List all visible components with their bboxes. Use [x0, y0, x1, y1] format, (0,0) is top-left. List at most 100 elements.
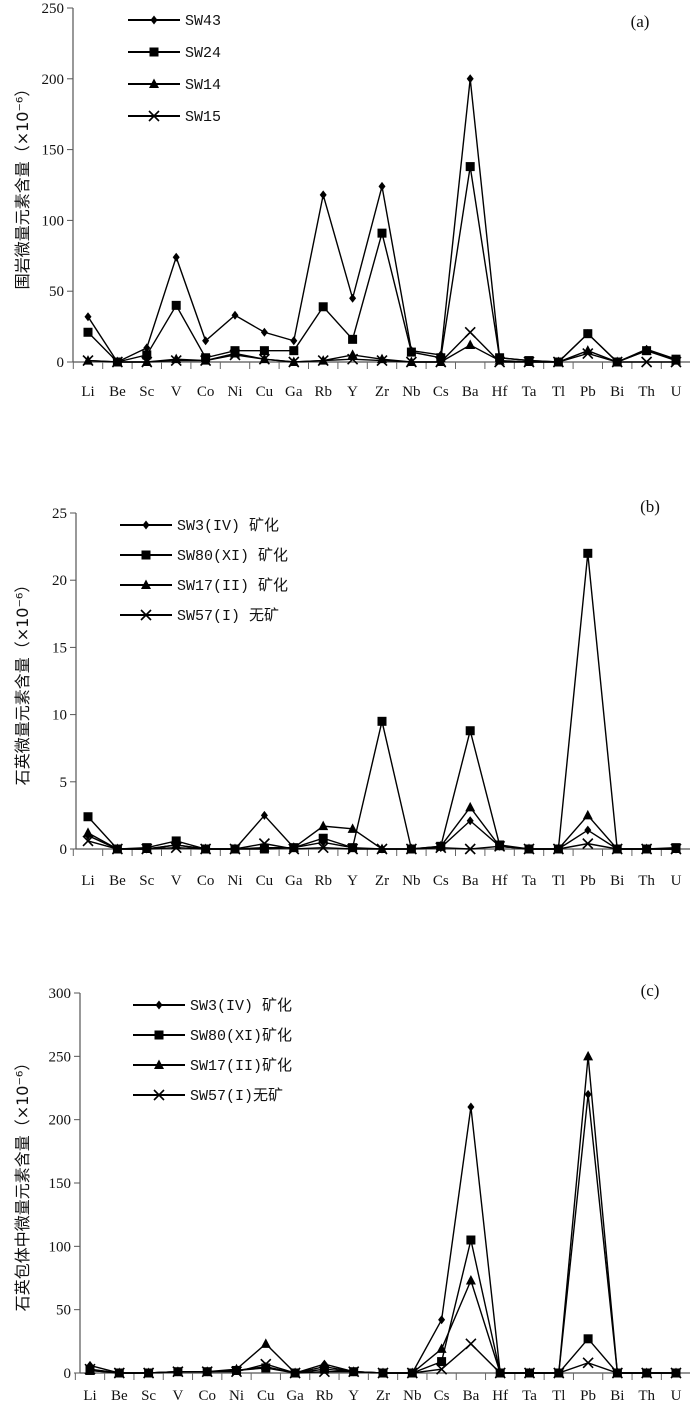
- data-point: [583, 548, 593, 558]
- x-tick-label: Co: [197, 384, 215, 400]
- data-point: [84, 312, 92, 322]
- x-tick-label: Hf: [492, 873, 508, 889]
- legend-label: SW43: [185, 13, 221, 30]
- data-point: [465, 339, 476, 350]
- x-tick-label: Y: [347, 384, 358, 400]
- x-tick-label: Sc: [139, 873, 154, 889]
- data-point: [143, 1367, 155, 1379]
- series-1: [83, 162, 681, 367]
- data-point: [348, 1366, 360, 1378]
- legend-marker: [149, 78, 159, 88]
- y-tick-label: 150: [49, 1176, 72, 1192]
- x-tick-label: U: [671, 384, 682, 400]
- x-tick-label: Y: [348, 1388, 359, 1404]
- x-tick-label: Nb: [402, 384, 420, 400]
- data-point: [84, 1363, 96, 1375]
- data-point: [435, 356, 447, 368]
- x-tick-label: Cu: [256, 873, 274, 889]
- data-point: [494, 840, 506, 852]
- data-point: [582, 345, 593, 355]
- data-point: [582, 1357, 594, 1369]
- x-tick-label: Hf: [492, 384, 508, 400]
- data-point: [464, 326, 476, 338]
- data-point: [259, 842, 270, 852]
- data-point: [200, 355, 212, 367]
- data-point: [289, 1367, 301, 1379]
- data-point: [377, 228, 387, 238]
- data-point: [258, 838, 270, 850]
- x-tick-label: Cu: [257, 1388, 275, 1404]
- data-point: [318, 833, 328, 843]
- x-tick-label: Cs: [433, 384, 449, 400]
- legend-label: SW57(I)无矿: [190, 1087, 283, 1105]
- data-point: [377, 716, 387, 726]
- data-point: [288, 356, 300, 368]
- data-point: [464, 843, 476, 855]
- data-point: [670, 356, 682, 368]
- data-point: [113, 1367, 125, 1379]
- y-tick-label: 0: [57, 355, 65, 371]
- legend-entry: SW17(II) 矿化: [120, 577, 288, 595]
- panel-label: (c): [641, 981, 660, 1000]
- data-point: [523, 356, 535, 368]
- x-tick-label: Co: [198, 1388, 216, 1404]
- data-point: [229, 843, 241, 855]
- data-point: [82, 835, 94, 847]
- data-point: [260, 1338, 271, 1348]
- data-point: [83, 827, 93, 837]
- series-3: [82, 835, 682, 855]
- legend-label: SW80(XI) 矿化: [177, 547, 288, 565]
- data-point: [611, 1367, 623, 1379]
- x-tick-label: Ta: [522, 873, 537, 889]
- panel-label: (b): [640, 497, 660, 516]
- chart-panel-b: 0 5 10 15 20 25 Li Be Sc V Co Ni Cu Ga Rb Y Zr Nb Cs Ba Hf Ta…: [13, 497, 690, 889]
- data-point: [259, 346, 269, 356]
- data-point: [582, 809, 593, 820]
- x-tick-label: Pb: [580, 873, 596, 889]
- data-point: [141, 843, 153, 855]
- legend-entry: SW80(XI) 矿化: [120, 547, 288, 565]
- y-tick-label: 200: [42, 72, 65, 88]
- series-2: [85, 1050, 681, 1377]
- data-point: [230, 1366, 243, 1378]
- y-tick-label: 25: [52, 506, 67, 522]
- x-tick-label: U: [671, 873, 682, 889]
- legend-entry: SW24: [128, 45, 221, 62]
- data-point: [142, 350, 152, 360]
- data-point: [582, 347, 594, 360]
- y-tick-label: 200: [49, 1113, 72, 1129]
- x-tick-label: Rb: [314, 873, 332, 889]
- data-point: [494, 1367, 506, 1379]
- x-tick-label: U: [671, 1388, 682, 1404]
- x-tick-label: Ba: [462, 873, 479, 889]
- panel-label: (a): [631, 12, 650, 31]
- data-point: [465, 726, 475, 736]
- x-tick-label: V: [172, 1388, 183, 1404]
- data-point: [583, 329, 593, 339]
- x-tick-label: Ta: [522, 384, 537, 400]
- series-1: [85, 1235, 681, 1378]
- x-tick-label: V: [171, 873, 182, 889]
- y-tick-label: 20: [52, 573, 67, 589]
- data-point: [378, 181, 386, 191]
- x-tick-label: Th: [638, 384, 655, 400]
- data-point: [172, 1366, 184, 1378]
- data-point: [82, 355, 94, 367]
- data-point: [376, 355, 388, 367]
- x-tick-label: Tl: [552, 873, 565, 889]
- data-point: [317, 842, 329, 854]
- x-tick-label: Li: [81, 384, 94, 400]
- data-point: [231, 310, 239, 320]
- data-point: [288, 843, 300, 855]
- y-tick-label: 15: [52, 640, 67, 656]
- x-tick-label: Cs: [433, 873, 449, 889]
- legend-marker: [154, 1059, 164, 1069]
- data-point: [436, 1343, 447, 1353]
- legend-label: SW24: [185, 45, 221, 62]
- y-tick-label: 300: [49, 986, 72, 1002]
- series-3: [84, 1338, 682, 1379]
- x-tick-label: Bi: [610, 384, 624, 400]
- legend-marker: [148, 110, 160, 122]
- data-point: [202, 336, 210, 346]
- data-point: [465, 1275, 476, 1285]
